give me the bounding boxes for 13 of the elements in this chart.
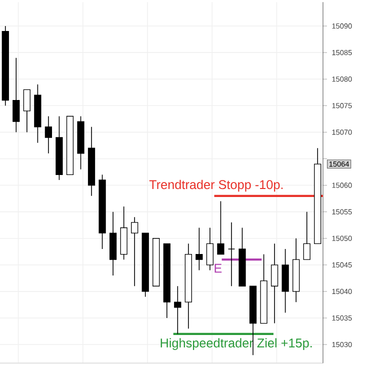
candlestick [228, 222, 236, 287]
candlestick [270, 243, 278, 324]
candlestick [206, 227, 214, 271]
candlestick [174, 286, 182, 334]
candlestick [303, 211, 310, 260]
candlestick [12, 57, 20, 133]
candlestick [196, 227, 203, 271]
ref-line-label: Trendtrader Stopp -10p. [149, 180, 283, 192]
candlestick [23, 89, 30, 133]
candlestick [44, 116, 52, 154]
candlestick [131, 216, 138, 287]
candlestick [217, 200, 224, 255]
ref-line-label: E [214, 264, 222, 273]
